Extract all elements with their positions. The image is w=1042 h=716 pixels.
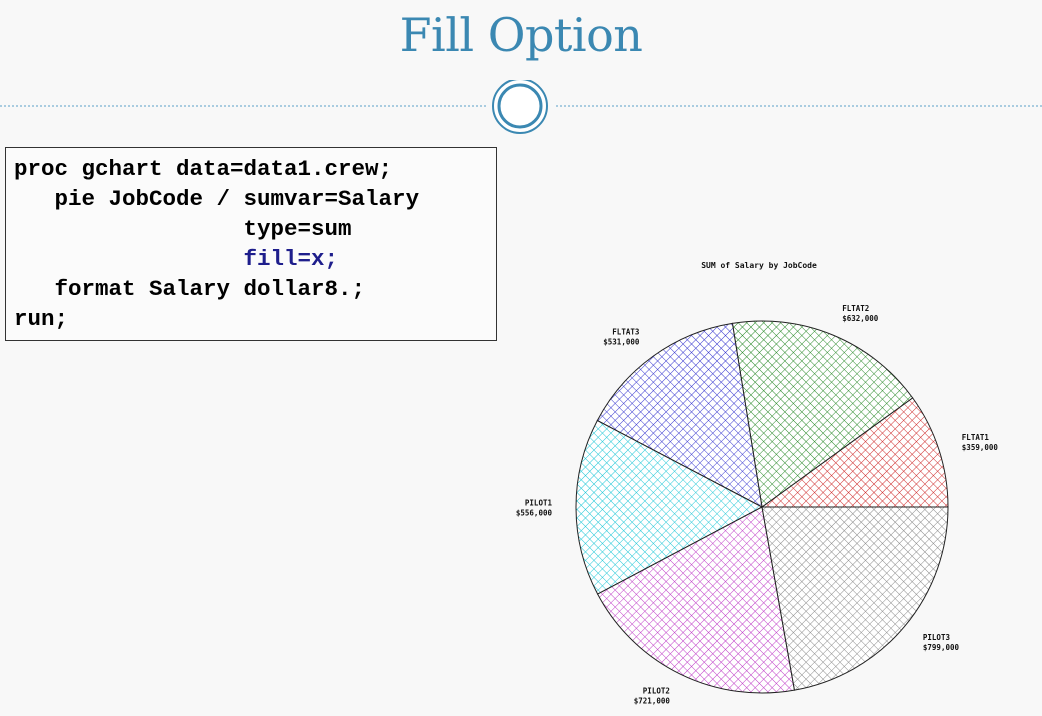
slice-value-label: $556,000 <box>516 508 553 517</box>
slide-title: Fill Option <box>399 8 643 62</box>
slice-value-label: $721,000 <box>634 697 671 706</box>
slice-label: FLTAT2 <box>842 304 869 313</box>
slice-label: FLTAT3 <box>612 328 640 337</box>
pie-slice-fltat2 <box>731 320 914 508</box>
code-block: proc gchart data=data1.crew; pie JobCode… <box>5 147 497 341</box>
code-line: proc gchart data=data1.crew; <box>14 156 393 182</box>
slice-label: PILOT1 <box>525 498 553 507</box>
code-line: run; <box>14 306 69 332</box>
slice-value-label: $632,000 <box>842 314 879 323</box>
pie-slice-pilot2 <box>596 506 796 694</box>
code-line: type=sum <box>14 216 352 242</box>
slice-label: PILOT3 <box>923 633 951 642</box>
pie-slice-fltat3 <box>596 322 763 508</box>
pie-slice-pilot3 <box>761 506 949 691</box>
code-line-highlighted: fill=x; <box>14 246 339 272</box>
slice-value-label: $359,000 <box>962 443 999 452</box>
title-divider <box>0 80 1042 134</box>
slice-value-label: $531,000 <box>603 338 640 347</box>
code-line: format Salary dollar8.; <box>14 276 366 302</box>
slice-value-label: $799,000 <box>923 643 960 652</box>
pie-slice-pilot1 <box>575 419 764 595</box>
code-line: pie JobCode / sumvar=Salary <box>14 186 420 212</box>
slice-label: PILOT2 <box>643 687 670 696</box>
slice-label: FLTAT1 <box>962 433 990 442</box>
chart-title: SUM of Salary by JobCode <box>701 261 817 270</box>
pie-slice-fltat1 <box>760 397 949 508</box>
